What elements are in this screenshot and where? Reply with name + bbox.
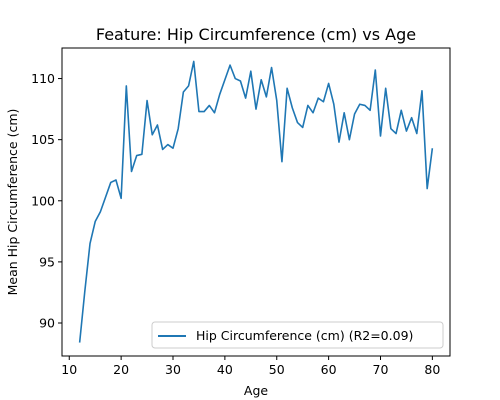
- data-point: [248, 69, 253, 74]
- y-tick-label: 105: [31, 132, 55, 147]
- data-point: [124, 83, 129, 88]
- data-point: [212, 110, 217, 115]
- data-point: [357, 102, 362, 107]
- data-point: [311, 110, 316, 115]
- data-point: [259, 77, 264, 82]
- data-point: [295, 120, 300, 125]
- data-point: [186, 83, 191, 88]
- data-point: [134, 153, 139, 158]
- data-point: [362, 103, 367, 108]
- legend: Hip Circumference (cm) (R2=0.09): [151, 321, 444, 349]
- data-point: [207, 103, 212, 108]
- data-point: [305, 103, 310, 108]
- data-point: [82, 289, 87, 294]
- data-point: [160, 147, 165, 152]
- data-point: [108, 180, 113, 185]
- data-point: [269, 65, 274, 70]
- data-point: [150, 132, 155, 137]
- data-point: [425, 186, 430, 191]
- data-point: [285, 86, 290, 91]
- x-tick-label: 70: [373, 362, 389, 377]
- data-point: [383, 86, 388, 91]
- data-point: [300, 125, 305, 130]
- data-point: [103, 195, 108, 200]
- data-point: [368, 108, 373, 113]
- data-point: [378, 134, 383, 139]
- data-point: [202, 109, 207, 114]
- data-point: [217, 92, 222, 97]
- data-point: [331, 102, 336, 107]
- data-point: [145, 98, 150, 103]
- x-tick-label: 40: [217, 362, 233, 377]
- data-point: [404, 129, 409, 134]
- plot-frame: [61, 47, 451, 357]
- y-tick-label: 100: [31, 193, 55, 208]
- data-point: [264, 94, 269, 99]
- x-axis: 10 20 30 40 50 60 70 80: [61, 356, 440, 377]
- data-point: [342, 110, 347, 115]
- data-point: [352, 112, 357, 117]
- data-point: [414, 131, 419, 136]
- data-point: [139, 152, 144, 157]
- data-point: [165, 142, 170, 147]
- data-point: [290, 105, 295, 110]
- data-point: [88, 241, 93, 246]
- x-axis-label: Age: [244, 383, 268, 398]
- data-point: [98, 209, 103, 214]
- data-point: [254, 107, 259, 112]
- plot-area: 10 20 30 40 50 60 70 80 90 95 100 105 110: [31, 47, 451, 377]
- data-point: [77, 340, 82, 345]
- y-tick-label: 110: [31, 71, 55, 86]
- x-tick-label: 10: [61, 362, 77, 377]
- data-point: [176, 126, 181, 131]
- data-point: [196, 109, 201, 114]
- series-line: [78, 60, 434, 343]
- data-point: [409, 115, 414, 120]
- x-tick-label: 50: [269, 362, 285, 377]
- y-tick-label: 95: [39, 254, 55, 269]
- data-point: [191, 59, 196, 64]
- data-point: [373, 68, 378, 73]
- data-point: [347, 137, 352, 142]
- legend-box: [151, 321, 444, 349]
- data-point: [155, 123, 160, 128]
- y-tick-label: 90: [39, 316, 55, 331]
- data-point: [321, 99, 326, 104]
- data-point: [388, 126, 393, 131]
- data-point: [238, 79, 243, 84]
- y-axis: 90 95 100 105 110: [31, 71, 62, 331]
- data-point: [430, 146, 435, 151]
- x-tick-label: 60: [321, 362, 337, 377]
- data-point: [93, 219, 98, 224]
- x-tick-label: 20: [113, 362, 129, 377]
- data-point: [316, 96, 321, 101]
- x-tick-label: 80: [424, 362, 440, 377]
- data-point: [326, 81, 331, 86]
- data-point: [419, 88, 424, 93]
- data-point: [233, 76, 238, 81]
- data-point: [279, 159, 284, 164]
- data-point: [394, 131, 399, 136]
- data-point: [243, 96, 248, 101]
- series-lines: [77, 59, 435, 345]
- data-point: [336, 140, 341, 145]
- data-point: [129, 169, 134, 174]
- data-point: [222, 77, 227, 82]
- data-point: [399, 108, 404, 113]
- data-point: [228, 63, 233, 68]
- data-point: [171, 146, 176, 151]
- data-point: [274, 98, 279, 103]
- data-point: [181, 90, 186, 95]
- data-point: [113, 178, 118, 183]
- x-tick-label: 30: [165, 362, 181, 377]
- chart-title: Feature: Hip Circumference (cm) vs Age: [96, 25, 416, 44]
- legend-label: Hip Circumference (cm) (R2=0.09): [196, 328, 413, 343]
- y-axis-label: Mean Hip Circumference (cm): [5, 109, 20, 296]
- data-point: [119, 196, 124, 201]
